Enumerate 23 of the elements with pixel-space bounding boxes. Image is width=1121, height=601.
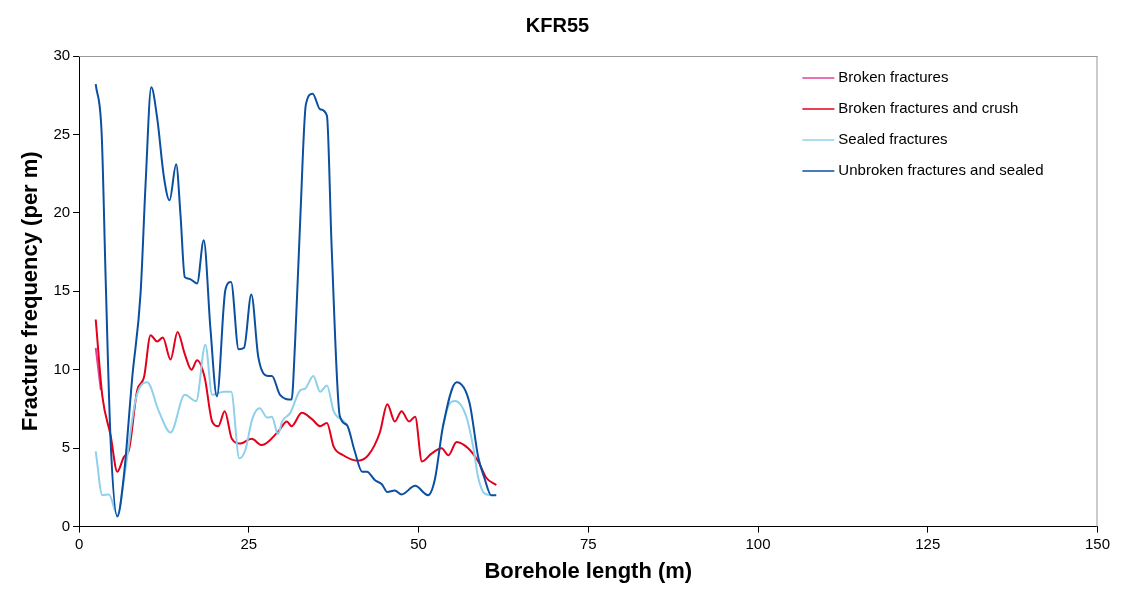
chart-title: KFR55 (525, 13, 590, 36)
y-tick-label: 25 (53, 124, 71, 142)
legend-label: Broken fractures and crush (838, 99, 1019, 117)
y-tick-label: 20 (53, 203, 71, 221)
x-tick-label: 50 (410, 534, 427, 552)
legend-label: Sealed fractures (838, 130, 948, 148)
line-series (94, 83, 498, 518)
y-tick-label: 0 (61, 516, 71, 534)
x-tick-label: 150 (1084, 534, 1110, 552)
x-tick-label: 100 (745, 534, 771, 552)
legend-label: Unbroken fractures and sealed (838, 161, 1044, 179)
x-tick-label: 125 (915, 534, 941, 552)
y-tick-label: 30 (53, 46, 71, 64)
x-tick-label: 25 (240, 534, 258, 552)
x-axis-title: Borehole length (m) (484, 557, 693, 583)
y-axis-title: Fracture frequency (per m) (17, 151, 43, 432)
x-tick-label: 0 (74, 534, 84, 552)
x-tick-label: 75 (579, 534, 597, 552)
line-series (94, 318, 498, 487)
y-tick-label: 15 (53, 281, 71, 299)
legend-label: Broken fractures (838, 68, 949, 86)
y-tick-label: 10 (53, 359, 71, 377)
y-tick-label: 5 (61, 438, 71, 456)
